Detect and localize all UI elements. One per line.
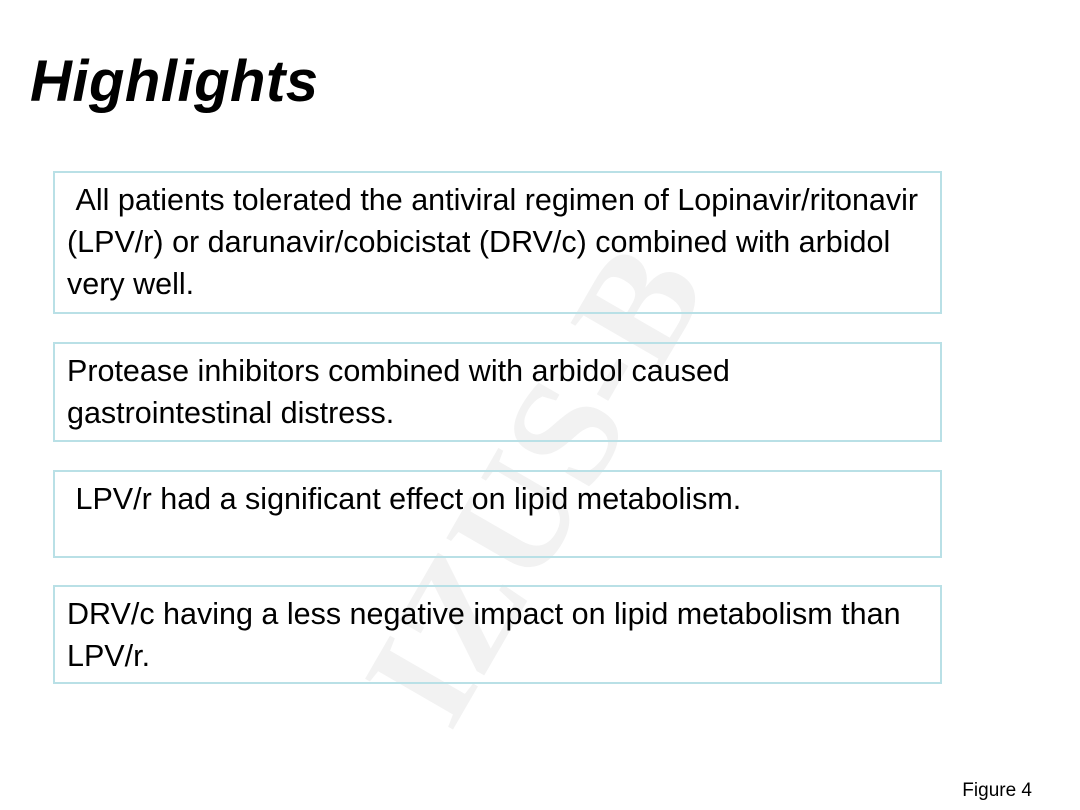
highlight-text-1: All patients tolerated the antiviral reg… [67, 183, 927, 301]
slide-title: Highlights [30, 49, 319, 114]
highlight-box-2: Protease inhibitors combined with arbido… [53, 342, 942, 442]
figure-label: Figure 4 [962, 780, 1032, 801]
highlight-box-4: DRV/c having a less negative impact on l… [53, 585, 942, 684]
highlight-text-4: DRV/c having a less negative impact on l… [67, 597, 901, 673]
highlight-box-1: All patients tolerated the antiviral reg… [53, 171, 942, 314]
highlight-text-3: LPV/r had a significant effect on lipid … [67, 482, 742, 516]
highlight-box-3: LPV/r had a significant effect on lipid … [53, 470, 942, 558]
highlight-text-2: Protease inhibitors combined with arbido… [67, 354, 730, 430]
